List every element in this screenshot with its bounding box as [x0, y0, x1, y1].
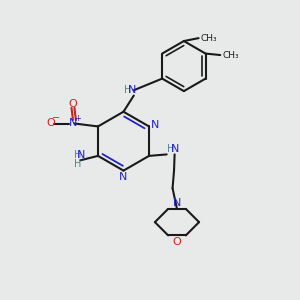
Text: CH₃: CH₃ — [201, 34, 217, 43]
Text: N: N — [118, 172, 127, 182]
Text: O: O — [172, 237, 181, 247]
Text: −: − — [52, 113, 60, 123]
Text: H: H — [167, 144, 174, 154]
Text: N: N — [69, 118, 77, 128]
Text: +: + — [74, 114, 81, 123]
Text: N: N — [151, 120, 160, 130]
Text: H: H — [74, 159, 81, 169]
Text: CH₃: CH₃ — [222, 50, 239, 59]
Text: N: N — [128, 85, 136, 95]
Text: H: H — [124, 85, 131, 95]
Text: O: O — [69, 99, 77, 110]
Text: N: N — [173, 198, 181, 208]
Text: N: N — [77, 150, 85, 160]
Text: H: H — [74, 150, 81, 160]
Text: N: N — [170, 144, 179, 154]
Text: O: O — [46, 118, 55, 128]
